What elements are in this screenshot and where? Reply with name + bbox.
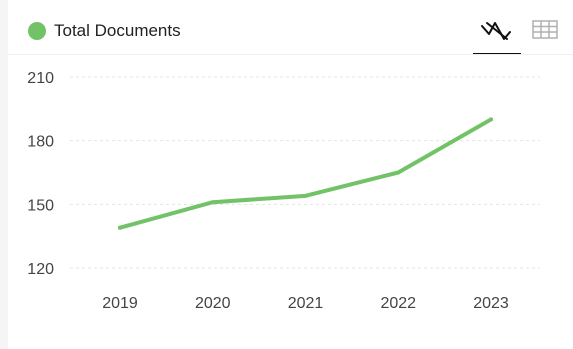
y-tick-label: 180	[27, 134, 54, 151]
legend-dot	[28, 22, 46, 40]
line-chart: 120 150 180 210 2019 2020 2021 2022 2023	[27, 70, 540, 312]
y-tick-label: 150	[27, 197, 54, 214]
table-grid-icon	[532, 20, 558, 39]
y-tick-label: 120	[27, 261, 54, 278]
x-tick-label: 2023	[473, 295, 509, 312]
data-point[interactable]	[489, 117, 493, 122]
x-tick-label: 2020	[195, 295, 231, 312]
table-view-button[interactable]	[525, 6, 565, 54]
series-line	[118, 117, 493, 230]
legend-label: Total Documents	[54, 21, 181, 40]
x-tick-label: 2022	[380, 295, 416, 312]
data-point[interactable]	[303, 193, 308, 198]
data-point[interactable]	[396, 170, 401, 175]
data-point[interactable]	[118, 225, 122, 230]
header-divider	[8, 54, 573, 55]
x-tick-label: 2019	[102, 295, 138, 312]
x-tick-label: 2021	[288, 295, 324, 312]
chart-card: Total Documents 120 150 180 210 2019 2020 202…	[8, 0, 573, 349]
data-point[interactable]	[210, 200, 215, 205]
y-tick-label: 210	[27, 70, 54, 87]
line-chart-icon	[481, 22, 511, 40]
legend: Total Documents	[28, 20, 181, 42]
